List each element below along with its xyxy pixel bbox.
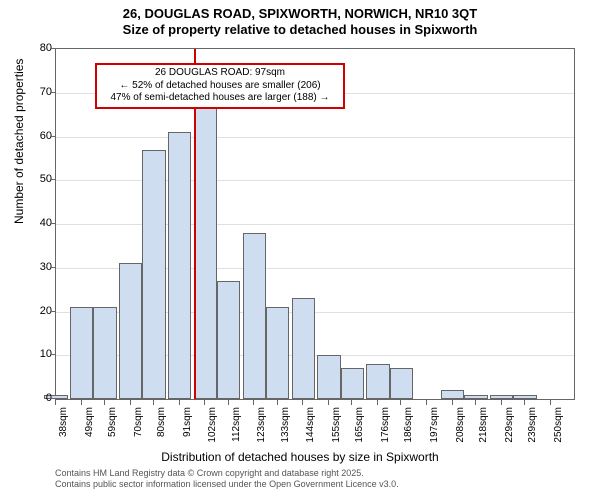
footer: Contains HM Land Registry data © Crown c… xyxy=(55,468,399,490)
y-tick xyxy=(50,311,55,312)
y-tick-label: 10 xyxy=(12,348,52,360)
histogram-bar xyxy=(366,364,389,399)
x-tick-label: 49sqm xyxy=(84,407,95,447)
x-tick xyxy=(452,400,453,405)
histogram-bar xyxy=(292,298,315,399)
histogram-bar xyxy=(168,132,191,399)
callout-line1: 26 DOUGLAS ROAD: 97sqm xyxy=(101,67,339,80)
grid-line xyxy=(56,180,574,181)
x-tick-label: 112sqm xyxy=(231,407,242,447)
y-tick xyxy=(50,267,55,268)
y-tick xyxy=(50,136,55,137)
x-tick xyxy=(55,400,56,405)
x-tick-label: 91sqm xyxy=(182,407,193,447)
y-tick xyxy=(50,92,55,93)
x-tick-label: 70sqm xyxy=(133,407,144,447)
x-tick-label: 155sqm xyxy=(331,407,342,447)
histogram-bar xyxy=(194,106,217,399)
x-tick xyxy=(377,400,378,405)
histogram-bar xyxy=(217,281,240,399)
grid-line xyxy=(56,224,574,225)
histogram-bar xyxy=(317,355,340,399)
x-tick-label: 197sqm xyxy=(429,407,440,447)
y-tick-label: 70 xyxy=(12,86,52,98)
grid-line xyxy=(56,137,574,138)
y-tick-label: 30 xyxy=(12,261,52,273)
x-tick-label: 250sqm xyxy=(553,407,564,447)
x-tick-label: 80sqm xyxy=(156,407,167,447)
x-tick xyxy=(351,400,352,405)
x-tick xyxy=(153,400,154,405)
y-tick-label: 60 xyxy=(12,130,52,142)
histogram-bar xyxy=(70,307,93,399)
x-tick xyxy=(501,400,502,405)
x-tick-label: 123sqm xyxy=(256,407,267,447)
x-tick xyxy=(81,400,82,405)
x-tick-label: 208sqm xyxy=(455,407,466,447)
x-tick xyxy=(204,400,205,405)
x-tick xyxy=(400,400,401,405)
callout-line3: 47% of semi-detached houses are larger (… xyxy=(101,92,339,105)
y-tick-label: 40 xyxy=(12,217,52,229)
x-tick-label: 186sqm xyxy=(403,407,414,447)
y-tick-label: 0 xyxy=(12,392,52,404)
histogram-bar xyxy=(142,150,165,399)
histogram-bar xyxy=(266,307,289,399)
x-tick-label: 144sqm xyxy=(305,407,316,447)
y-tick-label: 20 xyxy=(12,305,52,317)
x-tick xyxy=(475,400,476,405)
histogram-bar xyxy=(119,263,142,399)
histogram-bar xyxy=(390,368,413,399)
footer-line1: Contains HM Land Registry data © Crown c… xyxy=(55,468,399,479)
y-tick xyxy=(50,223,55,224)
x-tick xyxy=(104,400,105,405)
title-line1: 26, DOUGLAS ROAD, SPIXWORTH, NORWICH, NR… xyxy=(0,6,600,22)
x-tick-label: 239sqm xyxy=(527,407,538,447)
x-tick xyxy=(302,400,303,405)
x-tick-label: 218sqm xyxy=(478,407,489,447)
x-tick xyxy=(277,400,278,405)
title-line2: Size of property relative to detached ho… xyxy=(0,22,600,38)
callout-box: 26 DOUGLAS ROAD: 97sqm← 52% of detached … xyxy=(95,63,345,109)
x-tick-label: 38sqm xyxy=(58,407,69,447)
x-tick xyxy=(228,400,229,405)
y-tick-label: 80 xyxy=(12,42,52,54)
x-tick xyxy=(550,400,551,405)
histogram-bar xyxy=(513,395,536,399)
x-tick xyxy=(253,400,254,405)
y-tick xyxy=(50,398,55,399)
histogram-bar xyxy=(341,368,364,399)
footer-line2: Contains public sector information licen… xyxy=(55,479,399,490)
x-tick-label: 102sqm xyxy=(207,407,218,447)
histogram-bar xyxy=(93,307,116,399)
chart-container: 26, DOUGLAS ROAD, SPIXWORTH, NORWICH, NR… xyxy=(0,0,600,500)
title-block: 26, DOUGLAS ROAD, SPIXWORTH, NORWICH, NR… xyxy=(0,0,600,39)
x-tick xyxy=(524,400,525,405)
plot-area: 26 DOUGLAS ROAD: 97sqm← 52% of detached … xyxy=(55,48,575,400)
y-tick-label: 50 xyxy=(12,173,52,185)
x-tick xyxy=(426,400,427,405)
x-tick-label: 59sqm xyxy=(107,407,118,447)
x-tick xyxy=(179,400,180,405)
histogram-bar xyxy=(243,233,266,399)
x-tick xyxy=(130,400,131,405)
x-tick-label: 165sqm xyxy=(354,407,365,447)
histogram-bar xyxy=(464,395,487,399)
x-tick xyxy=(328,400,329,405)
x-tick-label: 176sqm xyxy=(380,407,391,447)
y-tick xyxy=(50,48,55,49)
callout-line2: ← 52% of detached houses are smaller (20… xyxy=(101,80,339,93)
y-tick xyxy=(50,179,55,180)
x-axis-label: Distribution of detached houses by size … xyxy=(0,450,600,464)
histogram-bar xyxy=(490,395,513,399)
x-tick-label: 133sqm xyxy=(280,407,291,447)
histogram-bar xyxy=(441,390,464,399)
x-tick-label: 229sqm xyxy=(504,407,515,447)
y-tick xyxy=(50,354,55,355)
